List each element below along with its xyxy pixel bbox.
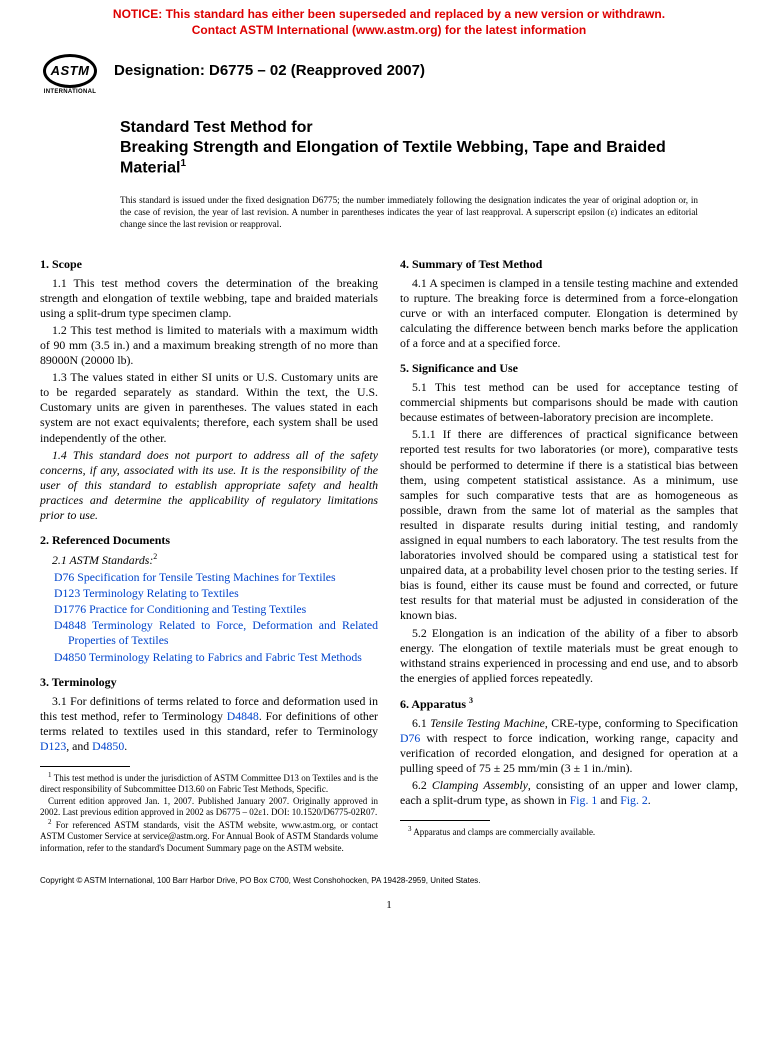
footnote-1: 1 This test method is under the jurisdic… [40,771,378,796]
footnote-rule-left [40,766,130,767]
page-number: 1 [0,889,778,927]
title-main: Breaking Strength and Elongation of Text… [120,138,698,178]
p-5-2: 5.2 Elongation is an indication of the a… [400,626,738,686]
p-4-1: 4.1 A specimen is clamped in a tensile t… [400,276,738,351]
p-5-1-1: 5.1.1 If there are differences of practi… [400,427,738,623]
astm-logo: ASTM INTERNATIONAL [40,50,100,98]
title-block: Standard Test Method for Breaking Streng… [0,104,778,184]
s4-head: 4. Summary of Test Method [400,257,738,272]
p-3-1: 3.1 For definitions of terms related to … [40,694,378,754]
s1-head: 1. Scope [40,257,378,272]
logo-badge: ASTM [43,54,97,88]
footnote-rule-right [400,820,490,821]
notice-line1: NOTICE: This standard has either been su… [113,7,665,21]
s6-head: 6. Apparatus 3 [400,696,738,712]
header: ASTM INTERNATIONAL Designation: D6775 – … [0,40,778,104]
designation: Designation: D6775 – 02 (Reapproved 2007… [114,62,425,79]
notice-banner: NOTICE: This standard has either been su… [0,0,778,40]
ref-d76[interactable]: D76 Specification for Tensile Testing Ma… [54,570,378,585]
link-fig2[interactable]: Fig. 2 [620,793,648,807]
s5-head: 5. Significance and Use [400,361,738,376]
s2-sub: 2.1 ASTM Standards:2 [40,552,378,568]
p-6-1: 6.1 Tensile Testing Machine, CRE-type, c… [400,716,738,776]
link-d123[interactable]: D123 [40,739,66,753]
p-1-1: 1.1 This test method covers the determin… [40,276,378,321]
ref-d1776[interactable]: D1776 Practice for Conditioning and Test… [54,602,378,617]
p-1-4: 1.4 This standard does not purport to ad… [40,448,378,523]
footnote-1b: Current edition approved Jan. 1, 2007. P… [40,796,378,819]
title-sup: 1 [180,158,186,169]
ref-d4848[interactable]: D4848 Terminology Related to Force, Defo… [54,618,378,648]
title-text: Breaking Strength and Elongation of Text… [120,139,666,176]
footnote-2: 2 For referenced ASTM standards, visit t… [40,818,378,854]
p-1-2: 1.2 This test method is limited to mater… [40,323,378,368]
body-columns: 1. Scope 1.1 This test method covers the… [0,239,778,862]
notice-line2: Contact ASTM International (www.astm.org… [192,23,586,37]
footnote-3: 3 Apparatus and clamps are commercially … [400,825,738,838]
ref-d4850[interactable]: D4850 Terminology Relating to Fabrics an… [54,650,378,665]
title-prefix: Standard Test Method for [120,118,698,138]
right-column: 4. Summary of Test Method 4.1 A specimen… [400,247,738,854]
p-6-2: 6.2 Clamping Assembly, consisting of an … [400,778,738,808]
link-d4850[interactable]: D4850 [92,739,124,753]
issued-note: This standard is issued under the fixed … [0,185,778,239]
left-column: 1. Scope 1.1 This test method covers the… [40,247,378,854]
p-1-3: 1.3 The values stated in either SI units… [40,370,378,445]
s6-sup: 3 [469,696,473,705]
link-d76[interactable]: D76 [400,731,420,745]
s3-head: 3. Terminology [40,675,378,690]
link-fig1[interactable]: Fig. 1 [570,793,598,807]
s2-sup: 2 [153,552,157,561]
s2-sub-text: 2.1 ASTM Standards: [52,553,153,567]
copyright: Copyright © ASTM International, 100 Barr… [0,862,778,889]
link-d4848[interactable]: D4848 [227,709,259,723]
ref-d123[interactable]: D123 Terminology Relating to Textiles [54,586,378,601]
s2-head: 2. Referenced Documents [40,533,378,548]
p-5-1: 5.1 This test method can be used for acc… [400,380,738,425]
logo-subtext: INTERNATIONAL [44,89,96,95]
